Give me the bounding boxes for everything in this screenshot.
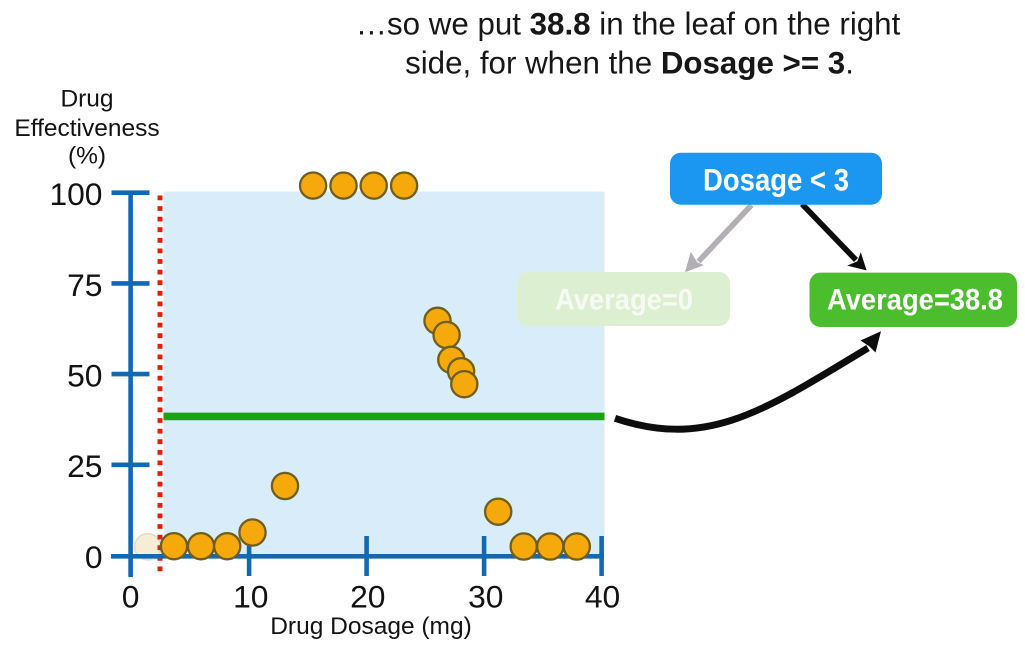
svg-text:(%): (%): [68, 143, 106, 170]
svg-text:Drug: Drug: [60, 86, 113, 113]
svg-text:20: 20: [350, 578, 385, 614]
svg-text:0: 0: [122, 578, 140, 614]
svg-text:Average=0: Average=0: [555, 284, 693, 317]
svg-text:100: 100: [49, 176, 102, 212]
svg-text:25: 25: [67, 448, 102, 484]
svg-text:10: 10: [233, 578, 268, 614]
svg-text:0: 0: [85, 539, 103, 575]
svg-text:75: 75: [67, 267, 102, 303]
svg-text:30: 30: [468, 578, 503, 614]
svg-text:Effectiveness: Effectiveness: [14, 115, 159, 142]
svg-text:…so we put 38.8 in the leaf on: …so we put 38.8 in the leaf on the right: [356, 7, 901, 42]
svg-text:Drug Dosage (mg): Drug Dosage (mg): [270, 613, 472, 640]
svg-text:50: 50: [67, 358, 102, 394]
svg-text:side, for when the Dosage >= 3: side, for when the Dosage >= 3.: [405, 46, 854, 81]
svg-text:Dosage < 3: Dosage < 3: [703, 162, 849, 198]
svg-text:40: 40: [585, 578, 620, 614]
svg-text:Average=38.8: Average=38.8: [827, 284, 1003, 317]
